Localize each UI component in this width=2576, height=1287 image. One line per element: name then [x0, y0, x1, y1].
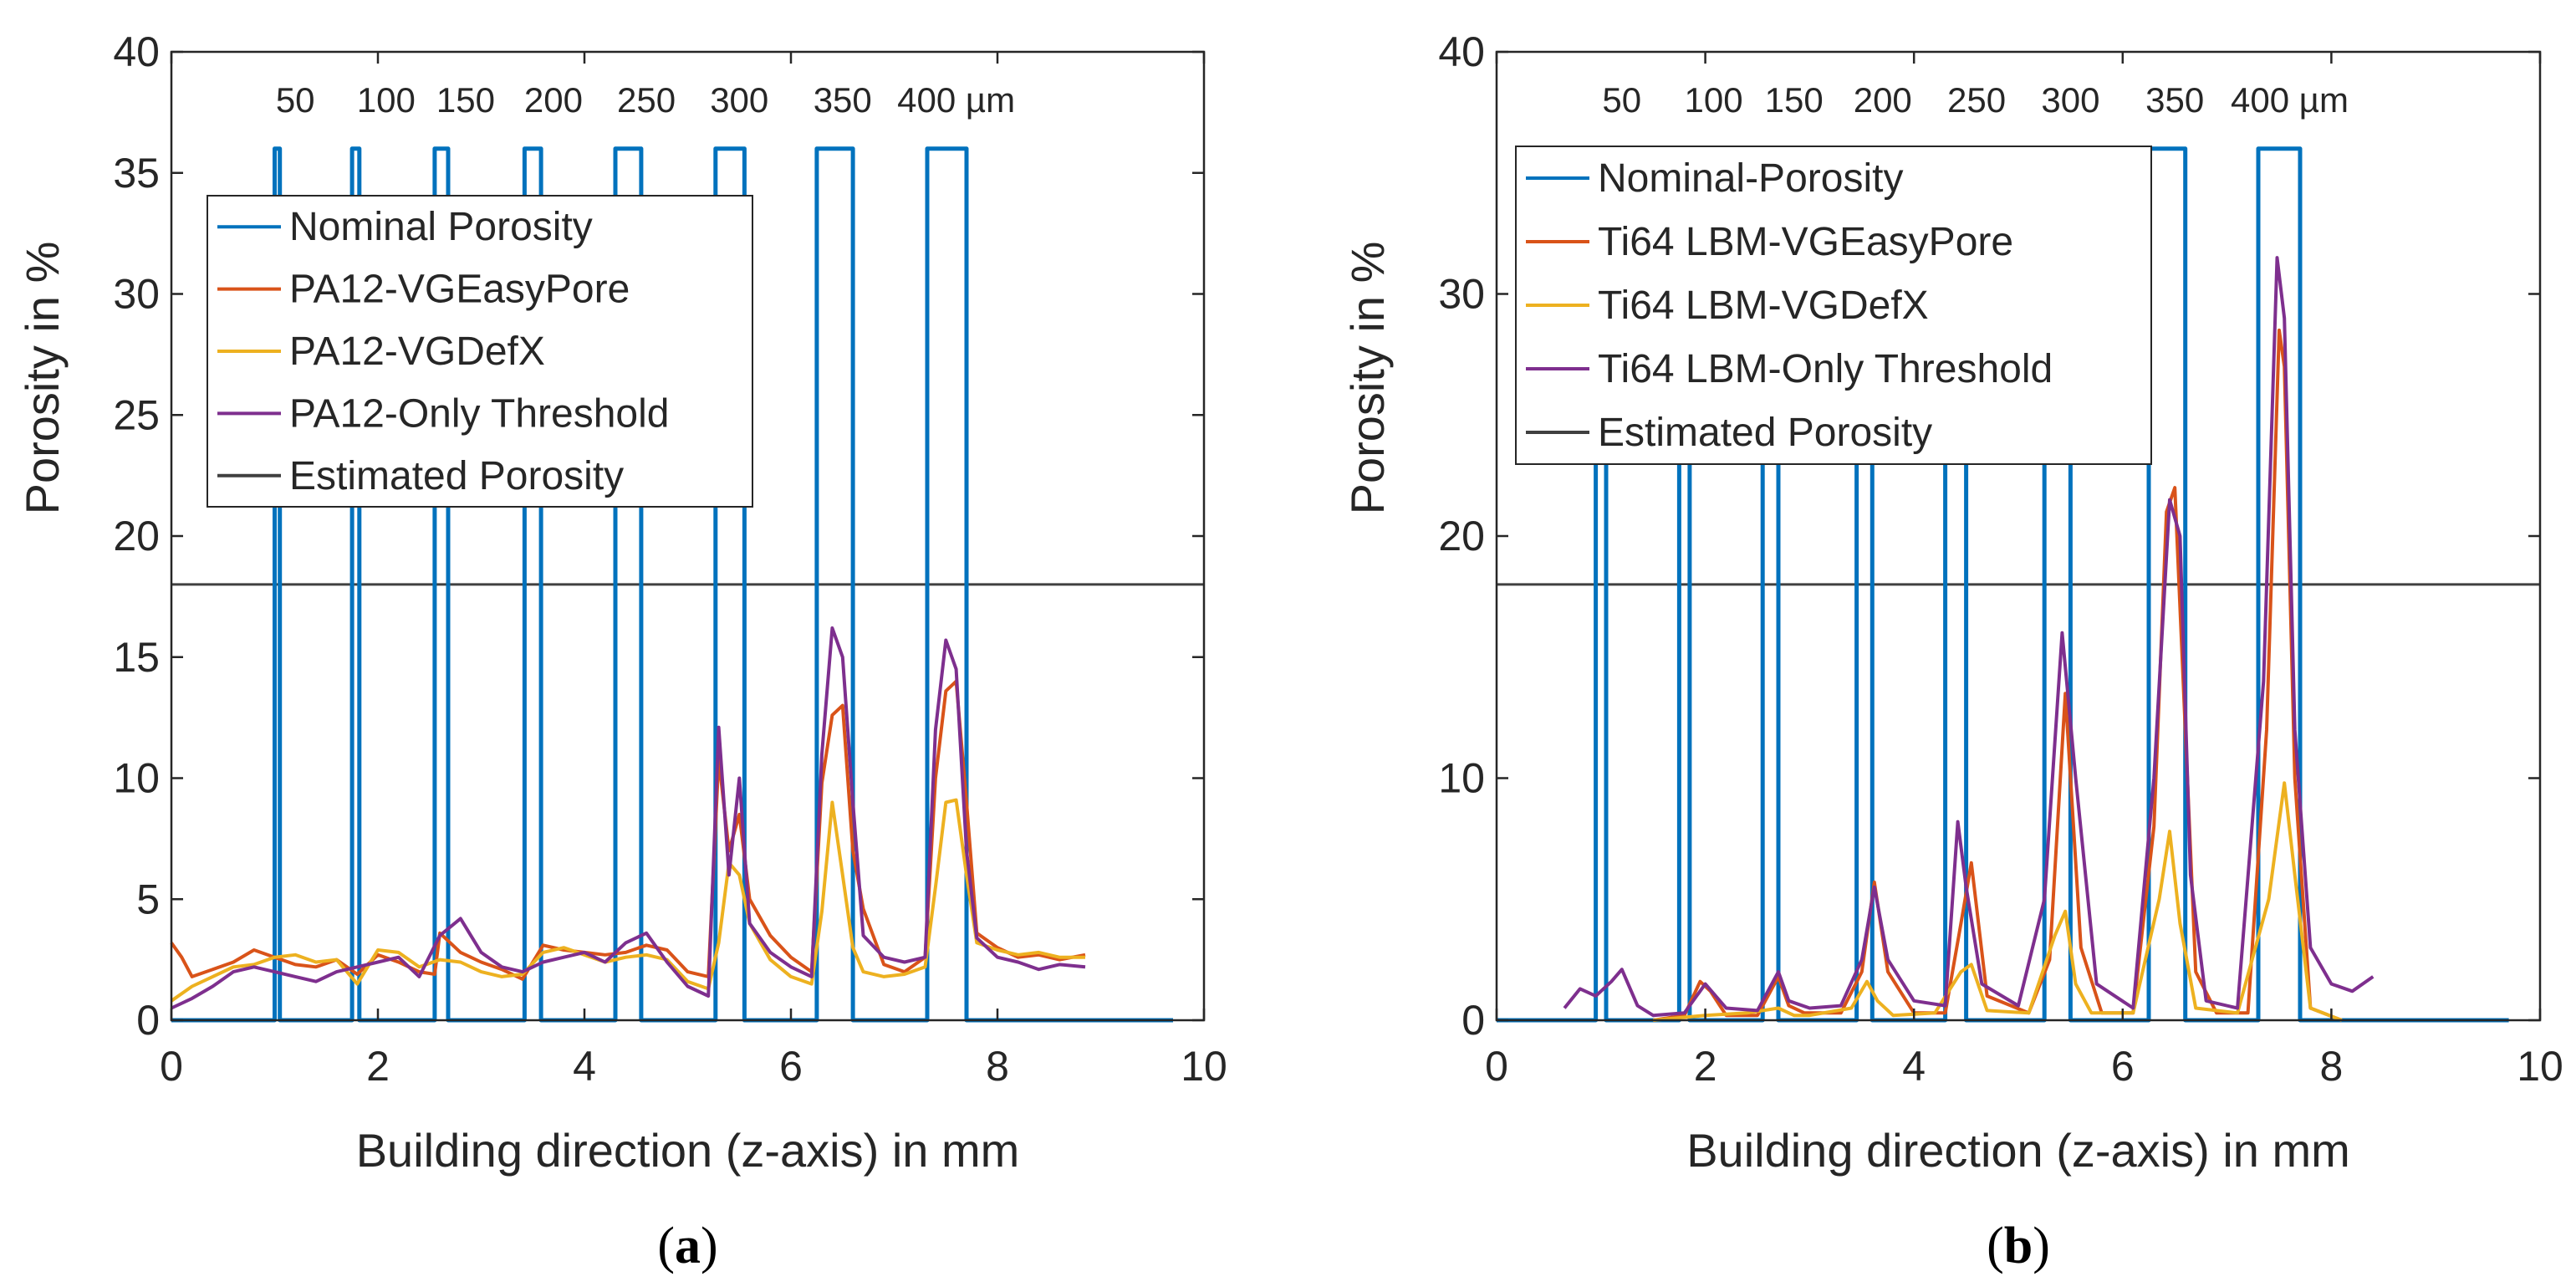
- panel-a-legend-label-estimated: Estimated Porosity: [289, 454, 624, 498]
- panel-b-legend-label-nominal: Nominal-Porosity: [1598, 156, 1903, 201]
- panel-b-series-threshold-line: [1563, 256, 2375, 1018]
- panel-b-x-tick-label: 4: [1902, 1043, 1926, 1090]
- panel-b-subfigure-letter: b: [2004, 1218, 2033, 1274]
- panel-b-x-tick-label: 0: [1485, 1043, 1508, 1090]
- panel-b-pore-size-annotation: 350: [2145, 80, 2204, 120]
- panel-a-pore-size-annotation: 200: [524, 80, 583, 120]
- panel-a-y-tick-label: 25: [113, 391, 160, 438]
- panel-a-series-defx-line: [170, 798, 1085, 1003]
- panel-b-pore-size-annotation: 100: [1685, 80, 1743, 120]
- panel-a-y-tick-label: 40: [113, 28, 160, 75]
- panel-a-pore-size-annotation: 100: [357, 80, 416, 120]
- panel-a-y-tick-label: 30: [113, 271, 160, 318]
- panel-b-pore-size-annotation: 200: [1854, 80, 1912, 120]
- panel-b-legend-label-threshold: Ti64 LBM-Only Threshold: [1598, 347, 2053, 391]
- panel-a-subfigure-paren-close: ): [701, 1218, 718, 1274]
- panel-b-series-defx-line: [1653, 781, 2343, 1022]
- panel-a-y-tick-label: 35: [113, 150, 160, 197]
- panel-a-subfigure-label: (a): [657, 1218, 717, 1274]
- panel-a-y-tick-label: 10: [113, 755, 160, 802]
- panel-a-x-tick-label: 2: [366, 1043, 390, 1090]
- panel-b-y-tick-label: 20: [1438, 513, 1485, 559]
- panel-a-series-easypore-line: [170, 679, 1086, 981]
- panel-a-series-threshold-line: [171, 626, 1086, 1010]
- panel-a-legend-label-nominal: Nominal Porosity: [289, 205, 593, 249]
- panel-a-subfigure-letter: a: [675, 1218, 701, 1274]
- panel-a-x-tick-label: 6: [779, 1043, 803, 1090]
- panel-a-y-tick-label: 15: [113, 634, 160, 681]
- panel-a-legend-label-easypore: PA12-VGEasyPore: [289, 268, 630, 312]
- panel-b-pore-size-annotation: 50: [1602, 80, 1641, 120]
- panel-a-x-tick-label: 4: [573, 1043, 596, 1090]
- panel-b-legend-label-estimated: Estimated Porosity: [1598, 411, 1932, 455]
- panel-b-subfigure-paren-open: (: [1987, 1218, 2004, 1274]
- panel-a-pore-size-annotation: 350: [814, 80, 872, 120]
- panel-a-legend-label-threshold: PA12-Only Threshold: [289, 391, 669, 436]
- panel-b-y-tick-label: 0: [1461, 997, 1485, 1044]
- panel-a-x-tick-label: 10: [1181, 1043, 1227, 1090]
- panel-a-pore-size-annotation: 150: [436, 80, 495, 120]
- panel-b-legend-label-easypore: Ti64 LBM-VGEasyPore: [1598, 220, 2013, 264]
- panel-a-x-tick-label: 0: [160, 1043, 183, 1090]
- panel-b-subfigure-label: (b): [1987, 1218, 2050, 1274]
- panel-b-x-axis-label: Building direction (z-axis) in mm: [1686, 1124, 2350, 1177]
- panel-a-legend-label-defx: PA12-VGDefX: [289, 329, 545, 374]
- panel-a-x-tick-label: 8: [986, 1043, 1009, 1090]
- panel-a-pore-size-annotation: 50: [276, 80, 315, 120]
- panel-b-y-tick-label: 10: [1438, 755, 1485, 802]
- panel-b-subfigure-paren-close: ): [2033, 1218, 2050, 1274]
- panel-a-y-tick-label: 5: [136, 876, 160, 922]
- panel-b-pore-size-annotation: 300: [2041, 80, 2099, 120]
- panel-a-subfigure-paren-open: (: [657, 1218, 675, 1274]
- panel-a-legend-box: [207, 195, 753, 508]
- panel-a-y-axis-label: Porosity in %: [16, 242, 69, 515]
- panel-b-pore-size-annotation: 150: [1765, 80, 1824, 120]
- panel-a-pore-size-annotation: 250: [617, 80, 676, 120]
- panel-b-legend-label-defx: Ti64 LBM-VGDefX: [1598, 283, 1929, 328]
- panel-a-y-tick-label: 20: [113, 513, 160, 559]
- panel-a-x-axis-label: Building direction (z-axis) in mm: [356, 1124, 1020, 1177]
- panel-a-pore-size-annotation: 400 µm: [897, 80, 1015, 120]
- panel-b-x-tick-label: 6: [2111, 1043, 2135, 1090]
- panel-b-pore-size-annotation: 250: [1947, 80, 2006, 120]
- panel-a-y-tick-label: 0: [136, 997, 160, 1044]
- panel-a-pore-size-annotation: 300: [710, 80, 768, 120]
- panel-b-x-tick-label: 2: [1694, 1043, 1717, 1090]
- panel-b-pore-size-annotation: 400 µm: [2231, 80, 2349, 120]
- panel-b-y-axis-label: Porosity in %: [1341, 242, 1394, 515]
- panel-b-x-tick-label: 8: [2319, 1043, 2343, 1090]
- panel-b-y-tick-label: 30: [1438, 271, 1485, 318]
- panel-b-x-tick-label: 10: [2517, 1043, 2563, 1090]
- panel-b-y-tick-label: 40: [1438, 28, 1485, 75]
- panel-b-legend-box: [1515, 146, 2152, 465]
